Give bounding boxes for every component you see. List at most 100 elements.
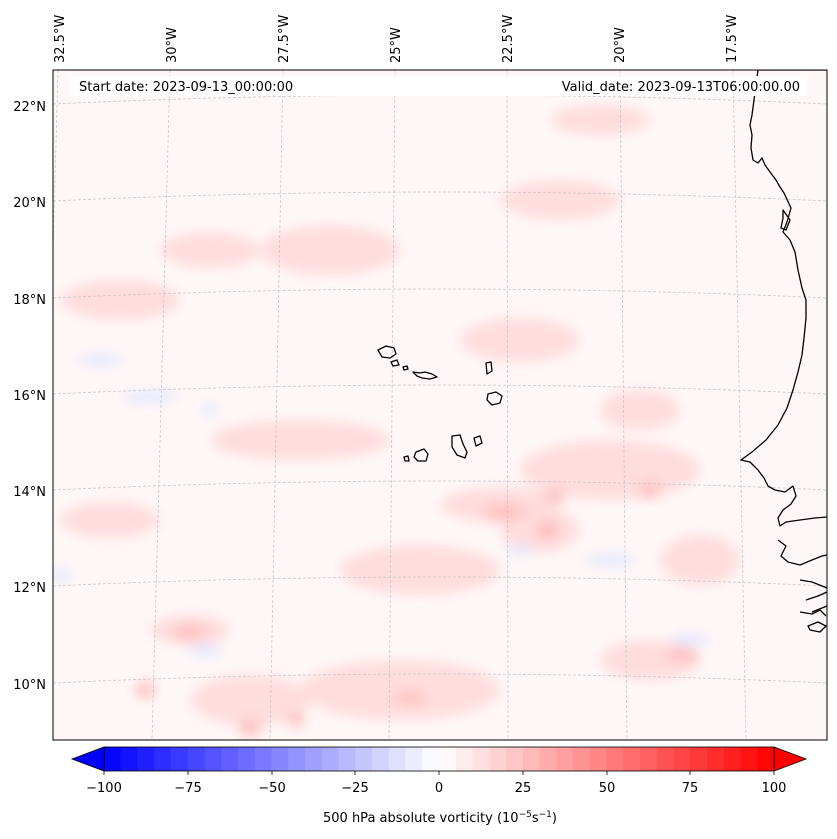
gridline-lat-12N [53,576,827,587]
colorbar-cell [740,747,758,771]
colorbar-cell [187,747,206,771]
colorbar-cell [388,747,407,771]
colorbar-cell [556,747,574,771]
island-sal [485,361,493,375]
colorbar-title: 500 hPa absolute vorticity (10−5s−1) [323,810,557,826]
colorbar-title-main: 500 hPa absolute vorticity (10 [323,811,519,826]
gridline-lat-20N [53,191,827,202]
valid-date-label: Valid_date: 2023-09-13T06:00:00.00 [562,80,800,95]
colorbar: −100 −75 −50 −25 0 25 50 75 100 500 hPa … [70,746,808,826]
colorbar-cell [271,747,289,771]
colorbar-min-extend [70,746,105,772]
gridline-lon-17.5W [732,70,747,740]
lon-label: 27.5°W [277,15,292,63]
colorbar-cell [338,747,356,771]
positive-vorticity-areas [60,105,740,725]
colorbar-cell [254,747,273,771]
gridline-lat-16N [53,384,827,395]
lon-label: 20°W [613,27,628,63]
colorbar-tick-label: −25 [341,781,368,796]
gambia-guinea-coast [777,539,827,566]
gridline-lon-32.5W [53,70,59,251]
colorbar-cell [573,747,591,771]
gridline-lat-10N [53,673,827,684]
colorbar-cell [154,747,172,771]
colorbar-cell [455,747,474,771]
colorbar-cell [723,747,742,771]
colorbar-tick-labels: −100 −75 −50 −25 0 25 50 75 100 [86,781,786,796]
gridline-lat-18N [53,288,827,299]
lat-label: 22°N [13,100,46,115]
lat-label: 20°N [13,196,46,211]
lat-label: 18°N [13,293,46,308]
colorbar-tick-label: 0 [435,781,443,796]
colorbar-cell [757,747,775,771]
colorbar-cell [589,747,608,771]
island-brava [403,455,410,462]
colorbar-cell [489,747,507,771]
colorbar-tick-label: −75 [174,781,201,796]
start-date-label: Start date: 2023-09-13_00:00:00 [79,80,293,95]
colorbar-cell [690,747,708,771]
colorbar-cell [355,747,373,771]
island-sao-vicente [390,359,400,367]
lat-label: 12°N [13,581,46,596]
lat-label: 14°N [13,485,46,500]
colorbar-cell [288,747,306,771]
colorbar-cell [506,747,524,771]
colorbar-cell [137,747,155,771]
colorbar-cell [439,747,457,771]
island-sao-nicolau [412,371,438,380]
lon-label: 32.5°W [53,15,68,63]
colorbar-cells [104,747,775,771]
gridline-lon-22.5W [506,70,509,740]
colorbar-tick-label: 25 [515,781,532,796]
island-boa-vista [486,391,503,406]
colorbar-tick-label: −50 [258,781,285,796]
colorbar-cell [204,747,222,771]
colorbar-tick-label: 50 [599,781,616,796]
island-santa-luzia [402,365,409,371]
strong-positive-vorticity [135,481,699,737]
lon-label: 22.5°W [501,15,516,63]
colorbar-max-extend [773,746,808,772]
colorbar-cell [640,747,658,771]
colorbar-cell [104,747,122,771]
cap-vert-peninsula [780,209,791,231]
map-frame [52,69,828,741]
graticule [53,70,827,740]
colorbar-tick-label: 100 [762,781,787,796]
latitude-labels: 22°N 20°N 18°N 16°N 14°N 12°N 10°N [13,100,46,693]
lon-label: 17.5°W [725,15,740,63]
colorbar-cell [673,747,691,771]
lon-label: 30°W [165,27,180,63]
island-santo-antao [377,345,397,359]
header-background [70,76,807,96]
map-panel [53,70,827,740]
lat-label: 10°N [13,678,46,693]
gridline-lon-27.5W [269,70,284,740]
island-fogo [413,448,429,462]
gridline-lon-20W [619,70,628,740]
colorbar-cell [171,747,189,771]
colorbar-cell [472,747,490,771]
colorbar-title-exp2: −1 [539,810,552,820]
vorticity-field [53,105,740,737]
colorbar-cell [372,747,390,771]
colorbar-cell [656,747,675,771]
island-santiago [451,434,468,459]
colorbar-title-end: ) [552,811,557,826]
coastlines [377,70,827,633]
gridline-lat-14N [53,480,827,491]
colorbar-cell [422,747,440,771]
colorbar-cell [221,747,239,771]
colorbar-cell [606,747,624,771]
guinea-coast [799,609,827,617]
colorbar-cell [623,747,641,771]
colorbar-cell [707,747,725,771]
lat-label: 16°N [13,389,46,404]
colorbar-cell [321,747,340,771]
gridline-lon-30W [151,70,171,740]
island-maio [473,435,483,447]
